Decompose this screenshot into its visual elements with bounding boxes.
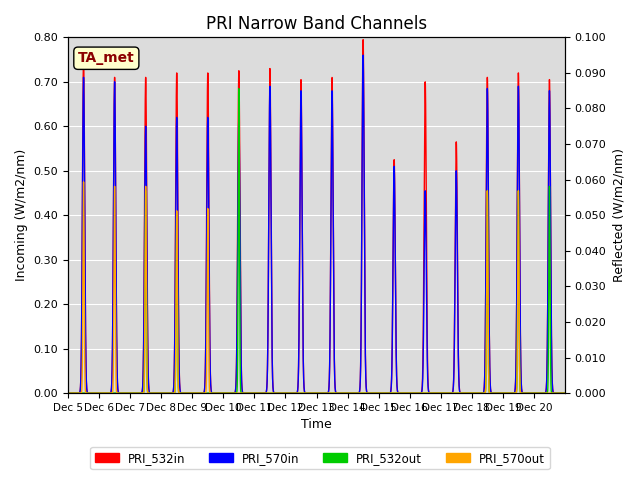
PRI_532out	[459, 390, 467, 396]
PRI_532in	[359, 37, 367, 43]
PRI_570out	[433, 390, 440, 396]
PRI_532in	[358, 162, 366, 168]
PRI_570in	[437, 390, 445, 396]
PRI_532in	[244, 390, 252, 396]
PRI_570in	[244, 390, 252, 396]
PRI_570in	[433, 390, 440, 396]
PRI_570out	[244, 390, 252, 396]
PRI_532in	[459, 390, 467, 396]
PRI_532in	[433, 390, 440, 396]
Line: PRI_570in: PRI_570in	[68, 55, 565, 393]
PRI_532in	[89, 390, 97, 396]
PRI_570out	[460, 390, 467, 396]
Y-axis label: Incoming (W/m2/nm): Incoming (W/m2/nm)	[15, 149, 28, 281]
PRI_570out	[358, 390, 366, 396]
PRI_570out	[561, 390, 569, 396]
PRI_570in	[89, 390, 97, 396]
PRI_570out	[80, 179, 88, 185]
Line: PRI_570out: PRI_570out	[68, 182, 565, 393]
PRI_532in	[64, 390, 72, 396]
PRI_570out	[64, 390, 72, 396]
PRI_532out	[244, 390, 252, 396]
PRI_570out	[227, 390, 235, 396]
PRI_532out	[235, 86, 243, 92]
X-axis label: Time: Time	[301, 419, 332, 432]
PRI_532in	[468, 390, 476, 396]
PRI_570in	[460, 390, 467, 396]
PRI_532out	[358, 390, 366, 396]
PRI_532out	[433, 390, 440, 396]
Text: TA_met: TA_met	[78, 51, 134, 65]
PRI_570in	[359, 52, 367, 58]
PRI_570in	[380, 390, 388, 396]
Legend: PRI_532in, PRI_570in, PRI_532out, PRI_570out: PRI_532in, PRI_570in, PRI_532out, PRI_57…	[90, 447, 550, 469]
PRI_570out	[380, 390, 388, 396]
Title: PRI Narrow Band Channels: PRI Narrow Band Channels	[206, 15, 427, 33]
Y-axis label: Reflected (W/m2/nm): Reflected (W/m2/nm)	[612, 148, 625, 282]
PRI_570in	[64, 390, 72, 396]
PRI_570in	[561, 390, 569, 396]
PRI_532out	[561, 390, 569, 396]
PRI_532out	[89, 390, 97, 396]
PRI_532in	[380, 390, 388, 396]
PRI_532out	[380, 390, 388, 396]
PRI_532out	[64, 390, 72, 396]
PRI_570in	[358, 172, 366, 178]
PRI_570out	[89, 390, 97, 396]
PRI_532in	[561, 390, 569, 396]
Line: PRI_532out: PRI_532out	[68, 89, 565, 393]
Line: PRI_532in: PRI_532in	[68, 40, 565, 393]
